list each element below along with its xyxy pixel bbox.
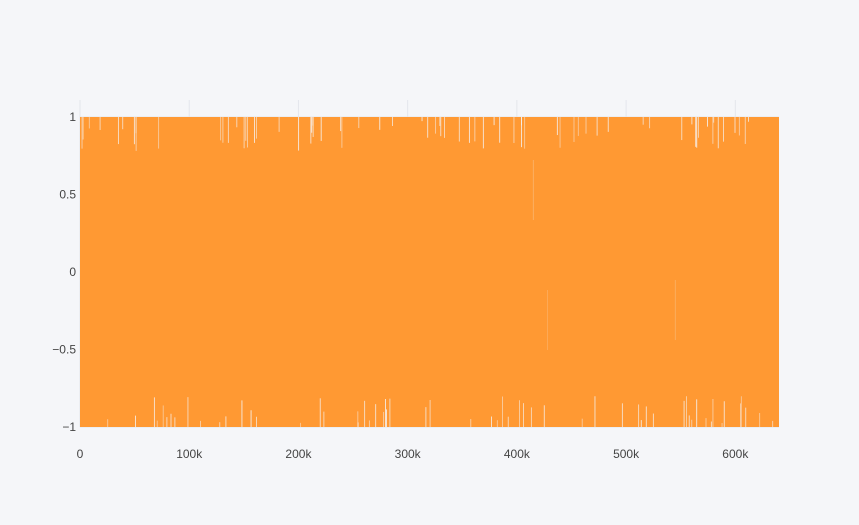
y-tick-label: 0: [69, 265, 76, 279]
y-tick-label: 1: [69, 110, 76, 124]
y-axis-ticks: 1 0.5 0 −0.5 −1: [52, 110, 76, 434]
x-tick-label: 600k: [722, 447, 749, 461]
x-tick-label: 300k: [395, 447, 422, 461]
x-tick-label: 500k: [613, 447, 640, 461]
signal-band: [80, 117, 779, 427]
x-tick-label: 400k: [504, 447, 531, 461]
x-axis-ticks: 0 100k 200k 300k 400k 500k 600k: [77, 447, 750, 461]
x-tick-label: 0: [77, 447, 84, 461]
y-tick-label: −1: [62, 420, 76, 434]
y-tick-label: 0.5: [59, 188, 76, 202]
x-tick-label: 200k: [285, 447, 312, 461]
series-signal: [80, 117, 779, 427]
x-tick-label: 100k: [176, 447, 203, 461]
y-tick-label: −0.5: [52, 343, 76, 357]
series-gaps: [81, 117, 774, 427]
